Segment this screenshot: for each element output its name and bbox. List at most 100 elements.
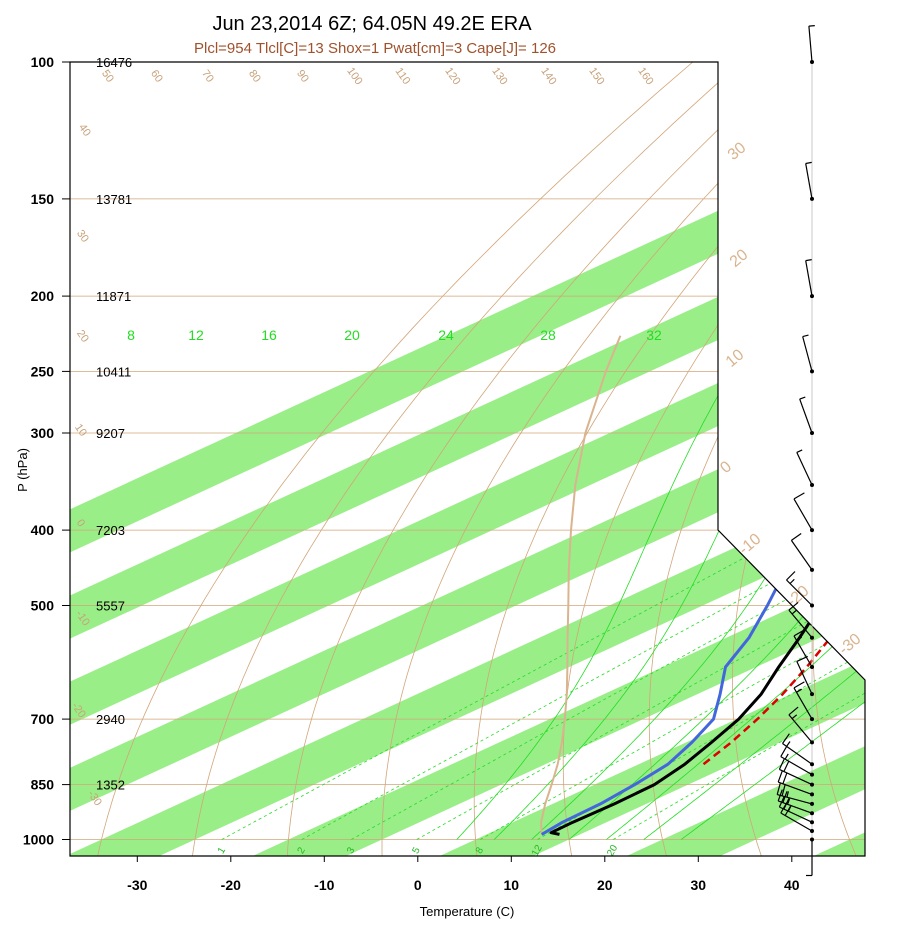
frame-outline [69,61,866,857]
moist-adiabat-label: 8 [127,327,135,343]
x-tick-label: -20 [221,877,241,893]
dry-adiabat-label: 40 [76,122,93,139]
dry-adiabat-label: 70 [199,68,216,85]
barb-staff [793,687,813,720]
y-tick-label: 1000 [23,832,54,848]
barb-staff [777,781,813,795]
barb-staff [793,498,813,531]
wind-barb [788,601,814,640]
wind-barb [788,706,814,745]
barb-half-flag [802,334,809,338]
barb-half-flag [786,741,791,747]
barb-flag [788,601,799,611]
barb-staff [777,800,813,814]
barb-half-flag [789,578,795,584]
barb-half-flag [799,396,806,400]
barb-half-flag [791,714,798,720]
dry-adiabat [192,62,742,856]
y-tick-label: 150 [31,191,55,207]
dry-adiabat [473,62,865,856]
barb-flag [778,795,785,808]
band [70,62,865,856]
dry-adiabat-label: 10 [72,422,89,439]
barb-staff [796,661,813,695]
wind-barb [805,259,814,299]
mixing-ratio-label: 3 [345,845,358,856]
parcel-trace [540,335,622,835]
dry-adiabat-label: 30 [74,228,91,245]
moist-adiabat-label: 20 [344,327,360,343]
y-tick-label: 100 [31,54,55,70]
barb-half-flag [796,449,803,453]
barb-staff [780,812,813,832]
moist-adiabat-label: 12 [188,327,204,343]
height-label: 1352 [96,778,125,793]
mixing-ratio-label: 2 [296,845,309,856]
barb-half-flag [787,798,791,805]
wind-barb [806,837,814,877]
barb-half-flag [805,259,812,262]
height-label: 2940 [96,712,125,727]
dry-adiabat-label: 50 [99,68,116,85]
barb-flag [783,760,790,772]
barb-flag [782,772,788,785]
x-axis-label: Temperature (C) [420,904,515,919]
chart-subtitle: Plcl=954 Tlcl[C]=13 Shox=1 Pwat[cm]=3 Ca… [194,40,556,57]
y-tick-label: 400 [31,522,55,538]
dry-adiabat [562,62,865,856]
barb-flag [776,782,781,795]
mixing-ratio-line [537,529,865,840]
dry-adiabat-label: 90 [294,68,311,85]
x-tick-label: 40 [784,877,800,893]
mixing-ratio-line [221,529,797,840]
barb-flag [786,571,796,581]
y-tick-label: 200 [31,288,55,304]
wind-barb [802,334,814,374]
wind-barb [778,758,814,787]
barb-staff [786,579,813,606]
barb-half-flag [796,688,802,693]
barb-flag [793,681,805,689]
band [70,62,865,856]
barb-staff [796,452,813,486]
barb-staff [779,768,813,786]
dry-adiabat-label: 60 [148,68,165,85]
height-label: 5557 [96,599,125,614]
barb-half-flag [796,636,802,641]
y-axis-label: P (hPa) [15,448,30,492]
wind-barb [796,449,814,487]
dry-adiabat-label: 20 [74,328,91,345]
barb-staff [779,806,813,823]
band [70,62,865,856]
band [70,62,865,856]
wind-barb [776,782,814,806]
wind-barb [793,681,814,722]
dry-adiabat [812,62,865,856]
dry-adiabat [381,62,839,856]
wind-barb [799,396,814,435]
height-label: 7203 [96,523,125,538]
wind-barb [780,745,814,777]
moist-adiabat-label: 32 [646,327,662,343]
x-tick-label: 10 [504,877,520,893]
barb-half-flag [787,805,792,812]
barb-staff [799,398,813,434]
barb-staff [788,609,813,639]
mixing-ratio-label: 8 [474,845,487,856]
mixing-ratio-label: 20 [605,843,620,859]
barb-flag [791,533,802,541]
wind-barb [778,795,814,825]
dry-adiabat-label: 80 [246,68,263,85]
moist-adiabat [680,295,865,840]
plot-frame [69,61,866,857]
barb-flag [782,733,790,744]
cape-segment [702,611,852,766]
wind-barb [782,733,814,767]
wind-barb [793,629,814,669]
barb-staff [782,743,813,765]
barb-flag [793,492,805,500]
moist-adiabat-label: 24 [438,327,454,343]
barb-staff [777,794,813,805]
